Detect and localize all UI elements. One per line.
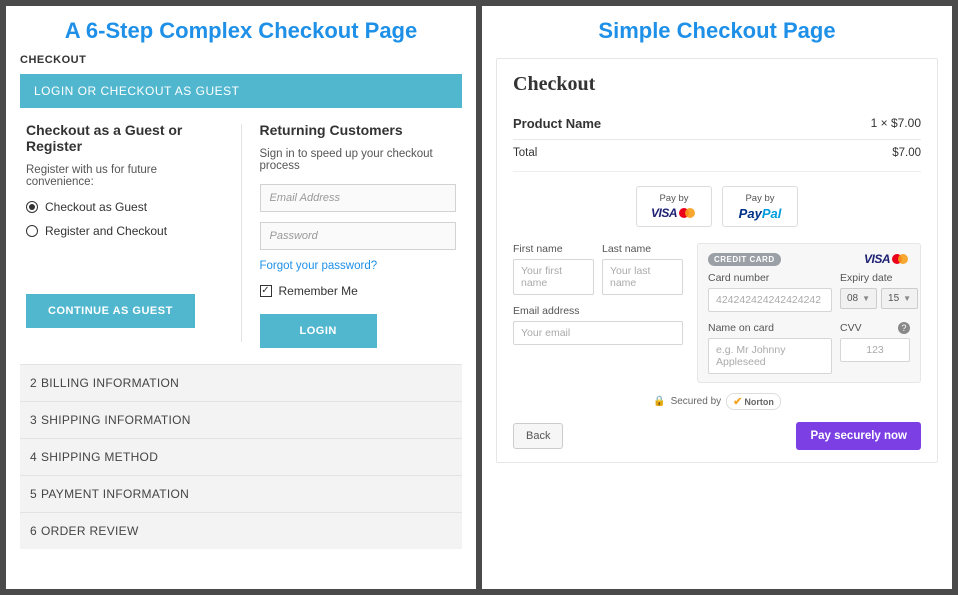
first-name-label: First name <box>513 243 594 255</box>
checkbox-icon: ✓ <box>260 285 272 297</box>
product-name: Product Name <box>513 116 601 131</box>
secured-by-row: 🔒 Secured by ✔Norton <box>513 393 921 410</box>
pay-by-card-button[interactable]: Pay by VISA <box>636 186 712 227</box>
login-button[interactable]: LOGIN <box>260 314 377 348</box>
guest-hint: Register with us for future convenience: <box>26 164 223 188</box>
chevron-down-icon: ▼ <box>903 294 911 303</box>
returning-column: Returning Customers Sign in to speed up … <box>260 122 457 348</box>
card-logos: VISA <box>864 252 910 266</box>
complex-checkout-panel: A 6-Step Complex Checkout Page CHECKOUT … <box>6 6 476 589</box>
expiry-month-select[interactable]: 08▼ <box>840 288 877 309</box>
checkmark-icon: ✔ <box>733 395 742 408</box>
name-on-card-label: Name on card <box>708 322 832 334</box>
simple-card: Checkout Product Name 1 × $7.00 Total $7… <box>496 58 938 463</box>
radio-icon <box>26 225 38 237</box>
norton-badge: ✔Norton <box>726 393 781 410</box>
mastercard-logo-icon <box>679 207 697 219</box>
pay-by-label: Pay by <box>651 193 697 204</box>
email-input[interactable]: Email Address <box>260 184 457 212</box>
radio-checkout-as-guest[interactable]: Checkout as Guest <box>26 200 223 214</box>
product-row: Product Name 1 × $7.00 <box>513 108 921 140</box>
step1-banner: LOGIN OR CHECKOUT AS GUEST <box>20 74 462 108</box>
remember-me-checkbox[interactable]: ✓ Remember Me <box>260 284 457 298</box>
complex-title: A 6-Step Complex Checkout Page <box>20 18 462 44</box>
chevron-down-icon: ▼ <box>862 294 870 303</box>
total-label: Total <box>513 147 537 159</box>
checkout-label: CHECKOUT <box>20 54 462 66</box>
password-input[interactable]: Password <box>260 222 457 250</box>
total-value: $7.00 <box>892 147 921 159</box>
paypal-logo-icon: PayPal <box>739 206 782 221</box>
card-number-input[interactable]: 424242424242424242 <box>708 288 832 312</box>
step-6[interactable]: 6ORDER REVIEW <box>20 512 462 549</box>
cvv-input[interactable]: 123 <box>840 338 910 362</box>
simple-checkout-panel: Simple Checkout Page Checkout Product Na… <box>482 6 952 589</box>
expiry-label: Expiry date <box>840 272 910 284</box>
radio-label: Checkout as Guest <box>45 200 147 214</box>
expiry-year-select[interactable]: 15▼ <box>881 288 918 309</box>
checkout-heading: Checkout <box>513 73 921 96</box>
visa-logo-icon: VISA <box>651 206 677 220</box>
help-icon[interactable]: ? <box>898 322 910 334</box>
guest-column: Checkout as a Guest or Register Register… <box>26 122 223 348</box>
email-label: Email address <box>513 305 683 317</box>
bottom-actions: Back Pay securely now <box>513 422 921 450</box>
mastercard-logo-icon <box>892 253 910 265</box>
credit-card-box: CREDIT CARD VISA Card number 42424242424… <box>697 243 921 383</box>
pay-by-paypal-button[interactable]: Pay by PayPal <box>722 186 798 227</box>
forgot-password-link[interactable]: Forgot your password? <box>260 260 457 272</box>
pay-securely-button[interactable]: Pay securely now <box>796 422 921 450</box>
radio-label: Register and Checkout <box>45 224 167 238</box>
product-qty-price: 1 × $7.00 <box>871 116 921 131</box>
visa-logo-icon: VISA <box>864 252 890 266</box>
step1-body: Checkout as a Guest or Register Register… <box>20 108 462 364</box>
continue-as-guest-button[interactable]: CONTINUE AS GUEST <box>26 294 195 328</box>
guest-heading: Checkout as a Guest or Register <box>26 122 223 154</box>
customer-form: First name Your first name Last name You… <box>513 243 683 383</box>
radio-register-and-checkout[interactable]: Register and Checkout <box>26 224 223 238</box>
returning-hint: Sign in to speed up your checkout proces… <box>260 148 457 172</box>
payment-methods: Pay by VISA Pay by PayPal <box>513 172 921 243</box>
step-5[interactable]: 5PAYMENT INFORMATION <box>20 475 462 512</box>
back-button[interactable]: Back <box>513 423 563 449</box>
checkout-form: First name Your first name Last name You… <box>513 243 921 383</box>
first-name-input[interactable]: Your first name <box>513 259 594 295</box>
radio-icon <box>26 201 38 213</box>
credit-card-badge: CREDIT CARD <box>708 253 781 266</box>
lock-icon: 🔒 <box>653 396 665 407</box>
simple-title: Simple Checkout Page <box>496 18 938 44</box>
cvv-label: CVV <box>840 322 862 334</box>
last-name-label: Last name <box>602 243 683 255</box>
email-input[interactable]: Your email <box>513 321 683 345</box>
card-number-label: Card number <box>708 272 832 284</box>
step-2[interactable]: 2BILLING INFORMATION <box>20 364 462 401</box>
step-4[interactable]: 4SHIPPING METHOD <box>20 438 462 475</box>
secured-by-label: Secured by <box>671 396 722 407</box>
column-divider <box>241 124 242 342</box>
pay-by-label: Pay by <box>737 193 783 204</box>
total-row: Total $7.00 <box>513 140 921 172</box>
last-name-input[interactable]: Your last name <box>602 259 683 295</box>
returning-heading: Returning Customers <box>260 122 457 138</box>
step-3[interactable]: 3SHIPPING INFORMATION <box>20 401 462 438</box>
card-logos: VISA <box>651 206 697 220</box>
checkbox-label: Remember Me <box>279 284 358 298</box>
name-on-card-input[interactable]: e.g. Mr Johnny Appleseed <box>708 338 832 374</box>
